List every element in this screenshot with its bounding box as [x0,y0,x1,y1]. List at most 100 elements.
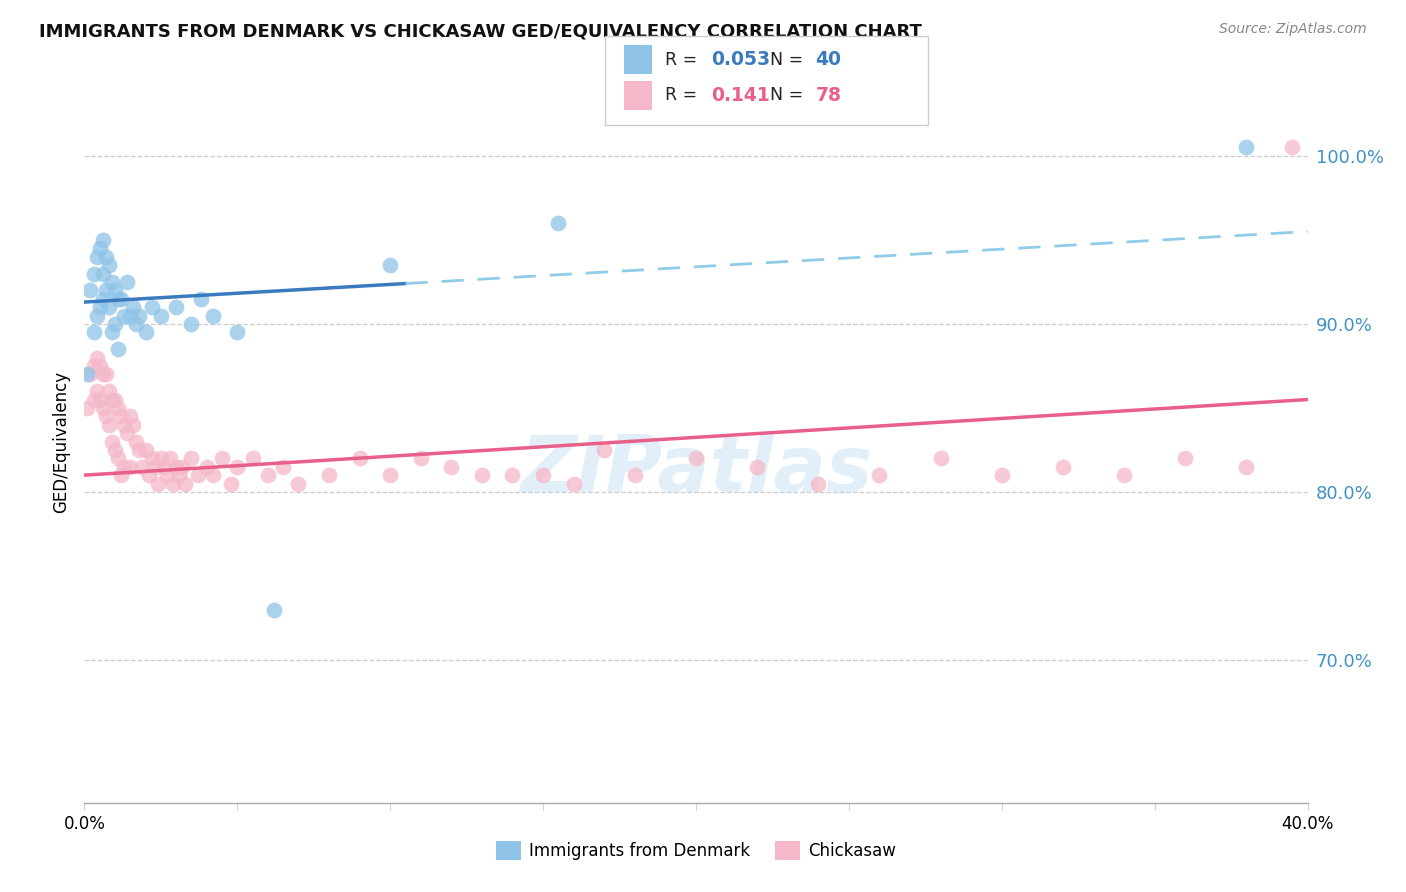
Point [94,368,117,382]
Point [79,283,101,297]
Point [91,401,114,415]
Point [141,300,163,314]
Point [149,451,172,466]
Point [165,300,187,314]
Text: 40: 40 [815,50,841,70]
Point [1052,459,1074,474]
Point [97,300,120,314]
Point [107,292,129,306]
Point [89,392,111,407]
Point [83,392,105,407]
Point [110,292,132,306]
Point [112,309,135,323]
Point [624,468,647,483]
Point [195,459,218,474]
Point [120,309,142,323]
Text: R =: R = [665,51,703,69]
Text: Source: ZipAtlas.com: Source: ZipAtlas.com [1219,22,1367,37]
Point [94,409,117,424]
Point [257,468,280,483]
Point [201,309,224,323]
Point [91,267,114,281]
Point [94,250,117,264]
Point [86,384,108,398]
Point [174,476,197,491]
Point [143,459,166,474]
Text: IMMIGRANTS FROM DENMARK VS CHICKASAW GED/EQUIVALENCY CORRELATION CHART: IMMIGRANTS FROM DENMARK VS CHICKASAW GED… [39,22,922,40]
Point [180,317,202,331]
Point [380,258,402,272]
Text: R =: R = [665,87,709,104]
Point [1114,468,1136,483]
Point [89,359,111,373]
Point [409,451,432,466]
Point [110,409,132,424]
Point [104,392,127,407]
Point [128,442,150,457]
Point [83,326,105,340]
Point [153,459,176,474]
Point [747,459,769,474]
Point [211,451,233,466]
Point [242,451,264,466]
Point [593,442,616,457]
Point [287,476,309,491]
Point [101,392,124,407]
Point [162,476,184,491]
Text: ZIPatlas: ZIPatlas [520,433,872,508]
Point [929,451,952,466]
Point [76,401,98,415]
Point [131,459,153,474]
Point [135,442,157,457]
Point [125,317,148,331]
Point [991,468,1014,483]
Point [101,275,124,289]
Point [83,359,105,373]
Point [86,309,108,323]
Point [531,468,554,483]
Point [440,459,463,474]
Point [83,267,105,281]
Point [104,317,127,331]
Point [138,468,160,483]
Point [349,451,371,466]
Point [685,451,707,466]
Point [115,275,138,289]
Point [156,468,179,483]
Point [107,401,129,415]
Point [107,342,129,356]
Point [201,468,224,483]
Text: N =: N = [770,51,810,69]
Point [226,459,249,474]
Point [97,258,120,272]
Point [172,459,194,474]
Point [112,459,135,474]
Point [562,476,585,491]
Point [107,451,129,466]
Text: N =: N = [770,87,810,104]
Legend: Immigrants from Denmark, Chickasaw: Immigrants from Denmark, Chickasaw [489,835,903,867]
Point [869,468,891,483]
Text: 78: 78 [815,86,841,105]
Point [271,459,294,474]
Text: 0.141: 0.141 [711,86,770,105]
Point [97,384,120,398]
Point [122,417,145,432]
Point [502,468,524,483]
Point [471,468,494,483]
Point [547,216,569,230]
Point [128,309,150,323]
Point [89,241,111,255]
Point [112,417,135,432]
Point [91,368,114,382]
Point [380,468,402,483]
Point [101,326,124,340]
Point [190,292,212,306]
Point [318,468,340,483]
Point [76,368,98,382]
Point [79,368,101,382]
Point [165,459,187,474]
Point [135,326,157,340]
Point [91,292,114,306]
Point [122,300,145,314]
